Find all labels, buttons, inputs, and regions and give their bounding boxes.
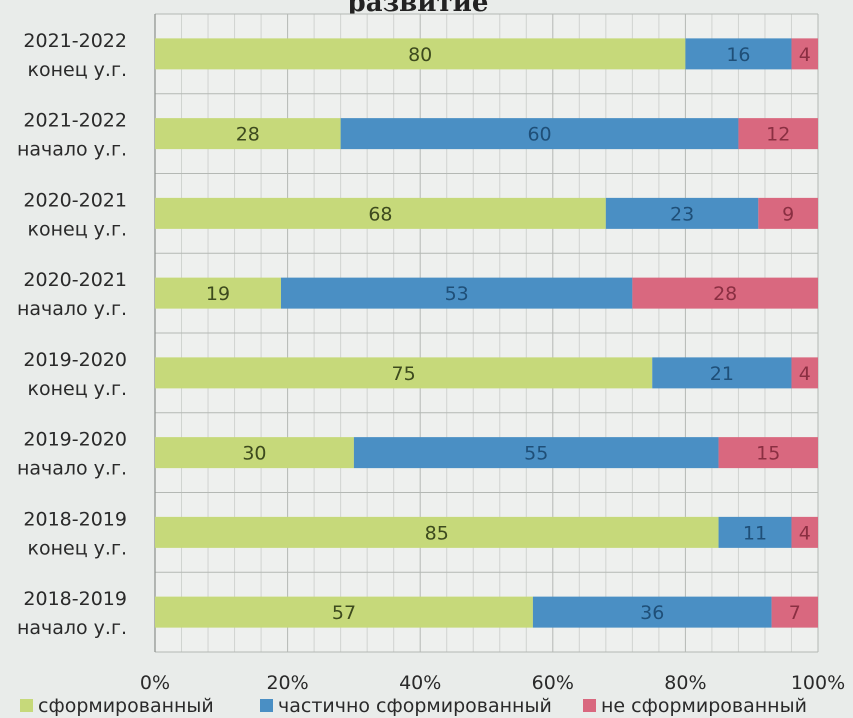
data-label: 80 bbox=[408, 44, 432, 66]
x-tick-label: 100% bbox=[791, 672, 845, 694]
category-label-period: 2020-2021 bbox=[23, 189, 127, 211]
category-label-phase: начало у.г. bbox=[17, 139, 127, 161]
data-label: 4 bbox=[799, 363, 811, 385]
grid bbox=[154, 13, 819, 653]
bar-segment bbox=[652, 357, 792, 389]
category-label-period: 2019-2020 bbox=[23, 429, 127, 451]
bar-segment bbox=[155, 596, 533, 628]
category-label-period: 2019-2020 bbox=[23, 349, 127, 371]
data-label: 23 bbox=[670, 203, 694, 225]
legend-label: не сформированный bbox=[601, 695, 807, 717]
category-label-period: 2021-2022 bbox=[23, 30, 127, 52]
data-label: 28 bbox=[236, 124, 260, 146]
data-label: 9 bbox=[782, 203, 794, 225]
x-tick-label: 0% bbox=[140, 672, 170, 694]
bar-segment bbox=[155, 197, 606, 229]
bar-segment bbox=[155, 277, 281, 309]
data-label: 30 bbox=[242, 443, 266, 465]
bar-segment bbox=[758, 197, 818, 229]
bar-segment bbox=[632, 277, 818, 309]
data-label: 4 bbox=[799, 522, 811, 544]
x-tick-label: 20% bbox=[266, 672, 308, 694]
x-axis-ticks: 0% 20% 40% 60% 80% 100% bbox=[140, 672, 845, 694]
category-label-period: 2021-2022 bbox=[23, 110, 127, 132]
bar-segment bbox=[791, 357, 818, 389]
bar-segment bbox=[353, 437, 719, 469]
bar-segment bbox=[155, 516, 719, 548]
data-label: 21 bbox=[710, 363, 734, 385]
x-tick-label: 80% bbox=[664, 672, 706, 694]
bar-segment bbox=[155, 38, 686, 70]
data-label: 85 bbox=[425, 522, 449, 544]
legend-label: сформированный bbox=[38, 695, 214, 717]
category-label-period: 2020-2021 bbox=[23, 269, 127, 291]
category-label-phase: начало у.г. bbox=[17, 298, 127, 320]
category-label-phase: конец у.г. bbox=[28, 59, 128, 81]
category-label-phase: конец у.г. bbox=[28, 537, 128, 559]
category-label-phase: конец у.г. bbox=[28, 218, 128, 240]
bar-segment bbox=[718, 516, 792, 548]
legend-swatch bbox=[583, 699, 596, 712]
bar-segment bbox=[155, 357, 653, 389]
legend: сформированный частично сформированный не … bbox=[20, 695, 807, 717]
category-label-phase: начало у.г. bbox=[17, 617, 127, 639]
bar-segment bbox=[155, 118, 341, 150]
data-label: 12 bbox=[766, 124, 790, 146]
data-label: 75 bbox=[392, 363, 416, 385]
category-label-period: 2018-2019 bbox=[23, 588, 127, 610]
bar-segment bbox=[532, 596, 772, 628]
data-label: 4 bbox=[799, 44, 811, 66]
bar-segment bbox=[771, 596, 818, 628]
data-label: 60 bbox=[527, 124, 551, 146]
data-label: 7 bbox=[789, 602, 801, 624]
data-label: 15 bbox=[756, 443, 780, 465]
x-tick-label: 60% bbox=[532, 672, 574, 694]
bar-segment bbox=[340, 118, 739, 150]
category-label-phase: начало у.г. bbox=[17, 458, 127, 480]
data-label: 19 bbox=[206, 283, 230, 305]
data-label: 28 bbox=[713, 283, 737, 305]
legend-swatch bbox=[260, 699, 273, 712]
bars: 80 16 4 28 60 12 68 23 9 19 53 28 75 21 4 30 55 15 85 11 4 57… bbox=[155, 38, 818, 628]
bar-segment bbox=[791, 38, 818, 70]
category-label-phase: конец у.г. bbox=[28, 378, 128, 400]
category-label-period: 2018-2019 bbox=[23, 508, 127, 530]
bar-segment bbox=[718, 437, 818, 469]
bar-segment bbox=[155, 437, 354, 469]
bar-segment bbox=[791, 516, 818, 548]
legend-swatch bbox=[20, 699, 33, 712]
data-label: 55 bbox=[524, 443, 548, 465]
bar-segment bbox=[685, 38, 792, 70]
data-label: 57 bbox=[332, 602, 356, 624]
data-label: 68 bbox=[368, 203, 392, 225]
bar-segment bbox=[738, 118, 818, 150]
data-label: 11 bbox=[743, 522, 767, 544]
data-label: 53 bbox=[445, 283, 469, 305]
data-label: 16 bbox=[726, 44, 750, 66]
bar-segment bbox=[280, 277, 633, 309]
bar-segment bbox=[605, 197, 759, 229]
data-label: 36 bbox=[640, 602, 664, 624]
legend-label: частично сформированный bbox=[278, 695, 552, 717]
category-labels: 2021-2022 конец у.г. 2021-2022 начало у.г. 2… bbox=[17, 30, 127, 639]
x-tick-label: 40% bbox=[399, 672, 441, 694]
